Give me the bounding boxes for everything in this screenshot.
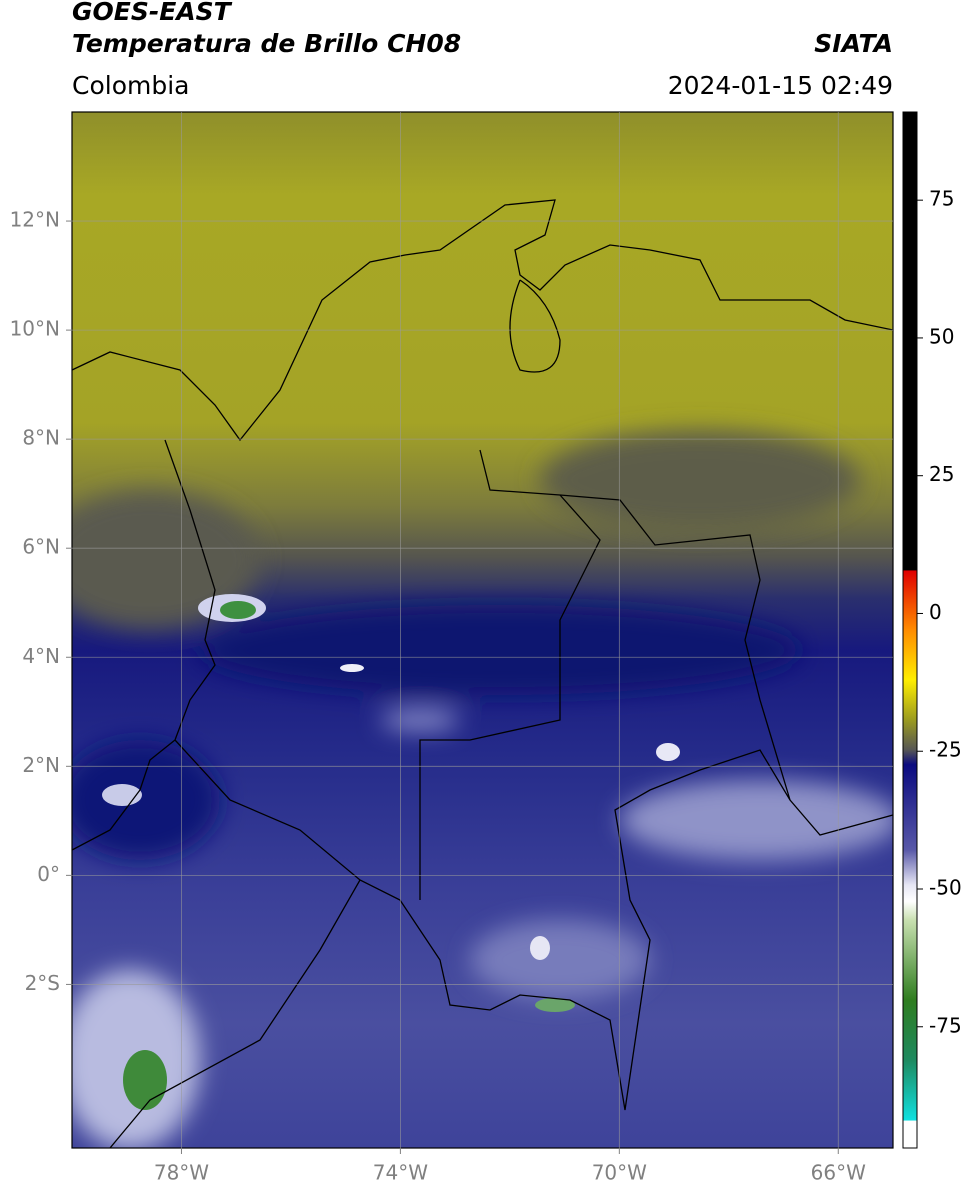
colorbar-tick-label: 75 [929,187,954,211]
cloud-top [220,601,256,619]
colorbar-tick-label: 50 [929,324,954,348]
y-tick-label: 0° [37,862,60,886]
x-tick-label: 70°W [592,1161,647,1185]
colorbar [902,111,918,1149]
map-frame [71,111,894,1149]
y-tick-label: 2°S [25,971,60,995]
colorbar-tick-label: -50 [929,876,962,900]
y-tick-label: 10°N [10,317,60,341]
cloud-top [123,1050,167,1110]
region: Colombia [72,71,189,100]
y-tick-label: 12°N [10,208,60,232]
colorbar-tick-label: -75 [929,1013,962,1037]
title: GOES-EAST [72,0,233,26]
y-tick-label: 6°N [22,535,60,559]
x-tick-label: 66°W [811,1161,866,1185]
satellite-image [72,112,893,1148]
cloud-top [656,743,680,761]
x-tick-label: 74°W [373,1161,428,1185]
y-tick-label: 8°N [22,426,60,450]
y-tick-label: 4°N [22,644,60,668]
datetime: 2024-01-15 02:49 [668,71,893,100]
colorbar-tick-label: 0 [929,600,942,624]
cloud-top [535,998,575,1012]
colorbar-tick-label: 25 [929,462,954,486]
source: SIATA [814,29,893,58]
cloud-top [530,936,550,960]
colorbar-tick-label: -25 [929,738,962,762]
x-tick-label: 78°W [154,1161,209,1185]
y-tick-label: 2°N [22,753,60,777]
cloud-top [340,664,364,672]
subtitle: Temperatura de Brillo CH08 [72,29,461,58]
cloud-features [72,430,893,1148]
country-borders [72,199,893,1148]
